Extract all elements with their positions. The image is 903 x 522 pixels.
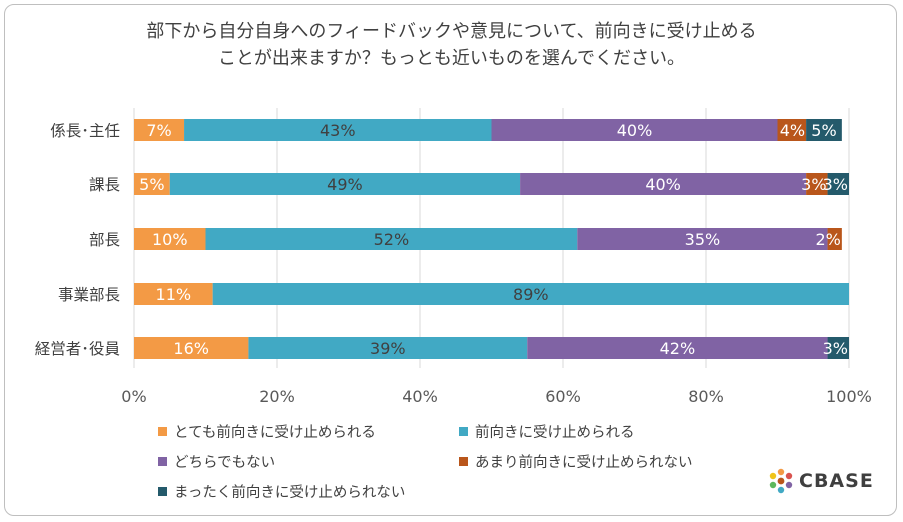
x-tick-label: 20%	[259, 387, 295, 406]
legend-item: まったく前向きに受け止められない	[158, 480, 405, 502]
data-label: 42%	[660, 339, 696, 358]
cbase-logo: CBASE	[768, 468, 874, 494]
category-label: 事業部長	[58, 286, 121, 304]
category-label: 課長	[89, 176, 121, 194]
data-label: 39%	[370, 339, 406, 358]
data-label: 16%	[173, 339, 209, 358]
data-label: 11%	[156, 285, 192, 304]
bar-segment	[520, 173, 807, 195]
bar-segment	[169, 173, 521, 195]
cbase-logo-icon	[769, 468, 793, 494]
bar-segment	[491, 119, 778, 141]
bar-segment	[134, 228, 206, 250]
data-label: 7%	[146, 121, 171, 140]
data-label: 2%	[815, 230, 840, 249]
chart-title: 部下から自分自身へのフィードバックや意見について、前向きに受け止める ことが出来…	[0, 18, 903, 72]
bar-segment	[248, 337, 528, 359]
legend-swatch	[459, 426, 468, 436]
bar-segment	[777, 119, 807, 141]
chart-title-line1: 部下から自分自身へのフィードバックや意見について、前向きに受け止める	[146, 21, 757, 42]
category-label: 係長･主任	[50, 122, 120, 140]
legend-item: どちらでもない	[158, 450, 275, 472]
legend-label: とても前向きに受け止められる	[174, 424, 376, 441]
data-label: 4%	[780, 121, 805, 140]
bar-segment	[806, 119, 842, 141]
data-label: 49%	[327, 175, 363, 194]
legend-item: 前向きに受け止められる	[459, 420, 635, 442]
data-label: 35%	[685, 230, 721, 249]
data-label: 3%	[823, 175, 848, 194]
bar-segment	[577, 228, 828, 250]
legend-label: 前向きに受け止められる	[475, 424, 635, 441]
bar-segment	[134, 119, 185, 141]
bar-segment	[184, 119, 492, 141]
data-label: 43%	[320, 121, 356, 140]
chart-frame	[4, 4, 897, 516]
data-label: 40%	[617, 121, 653, 140]
x-tick-label: 80%	[688, 387, 724, 406]
bar-segment	[827, 173, 849, 195]
data-label: 5%	[139, 175, 164, 194]
bar-segment	[827, 228, 842, 250]
legend-swatch	[459, 456, 468, 466]
legend-label: どちらでもない	[174, 454, 276, 471]
bar-segment	[527, 337, 828, 359]
category-label: 経営者･役員	[35, 340, 120, 358]
data-label: 10%	[152, 230, 188, 249]
legend-item: あまり前向きに受け止められない	[459, 450, 693, 472]
bar-segment	[134, 283, 213, 305]
category-label: 部長	[89, 231, 121, 249]
data-label: 89%	[513, 285, 549, 304]
legend-swatch	[158, 426, 167, 436]
bar-segment	[827, 337, 849, 359]
legend-swatch	[158, 486, 167, 496]
legend-label: あまり前向きに受け止められない	[475, 454, 693, 471]
data-label: 5%	[811, 121, 836, 140]
data-label: 3%	[801, 175, 826, 194]
bar-segment	[134, 173, 170, 195]
bar-segment	[212, 283, 849, 305]
data-label: 40%	[645, 175, 681, 194]
bar-segment	[806, 173, 828, 195]
bar-segment	[205, 228, 578, 250]
cbase-logo-text: CBASE	[799, 470, 874, 492]
legend-label: まったく前向きに受け止められない	[174, 484, 406, 501]
legend-swatch	[158, 456, 167, 466]
x-tick-label: 40%	[402, 387, 438, 406]
legend-item: とても前向きに受け止められる	[158, 420, 376, 442]
x-tick-label: 0%	[121, 387, 146, 406]
data-label: 52%	[374, 230, 410, 249]
chart-title-line2: ことが出来ますか？もっとも近いものを選んでください。	[217, 48, 686, 69]
bar-segment	[134, 337, 249, 359]
x-tick-label: 60%	[545, 387, 581, 406]
data-label: 3%	[823, 339, 848, 358]
x-tick-label: 100%	[826, 387, 872, 406]
